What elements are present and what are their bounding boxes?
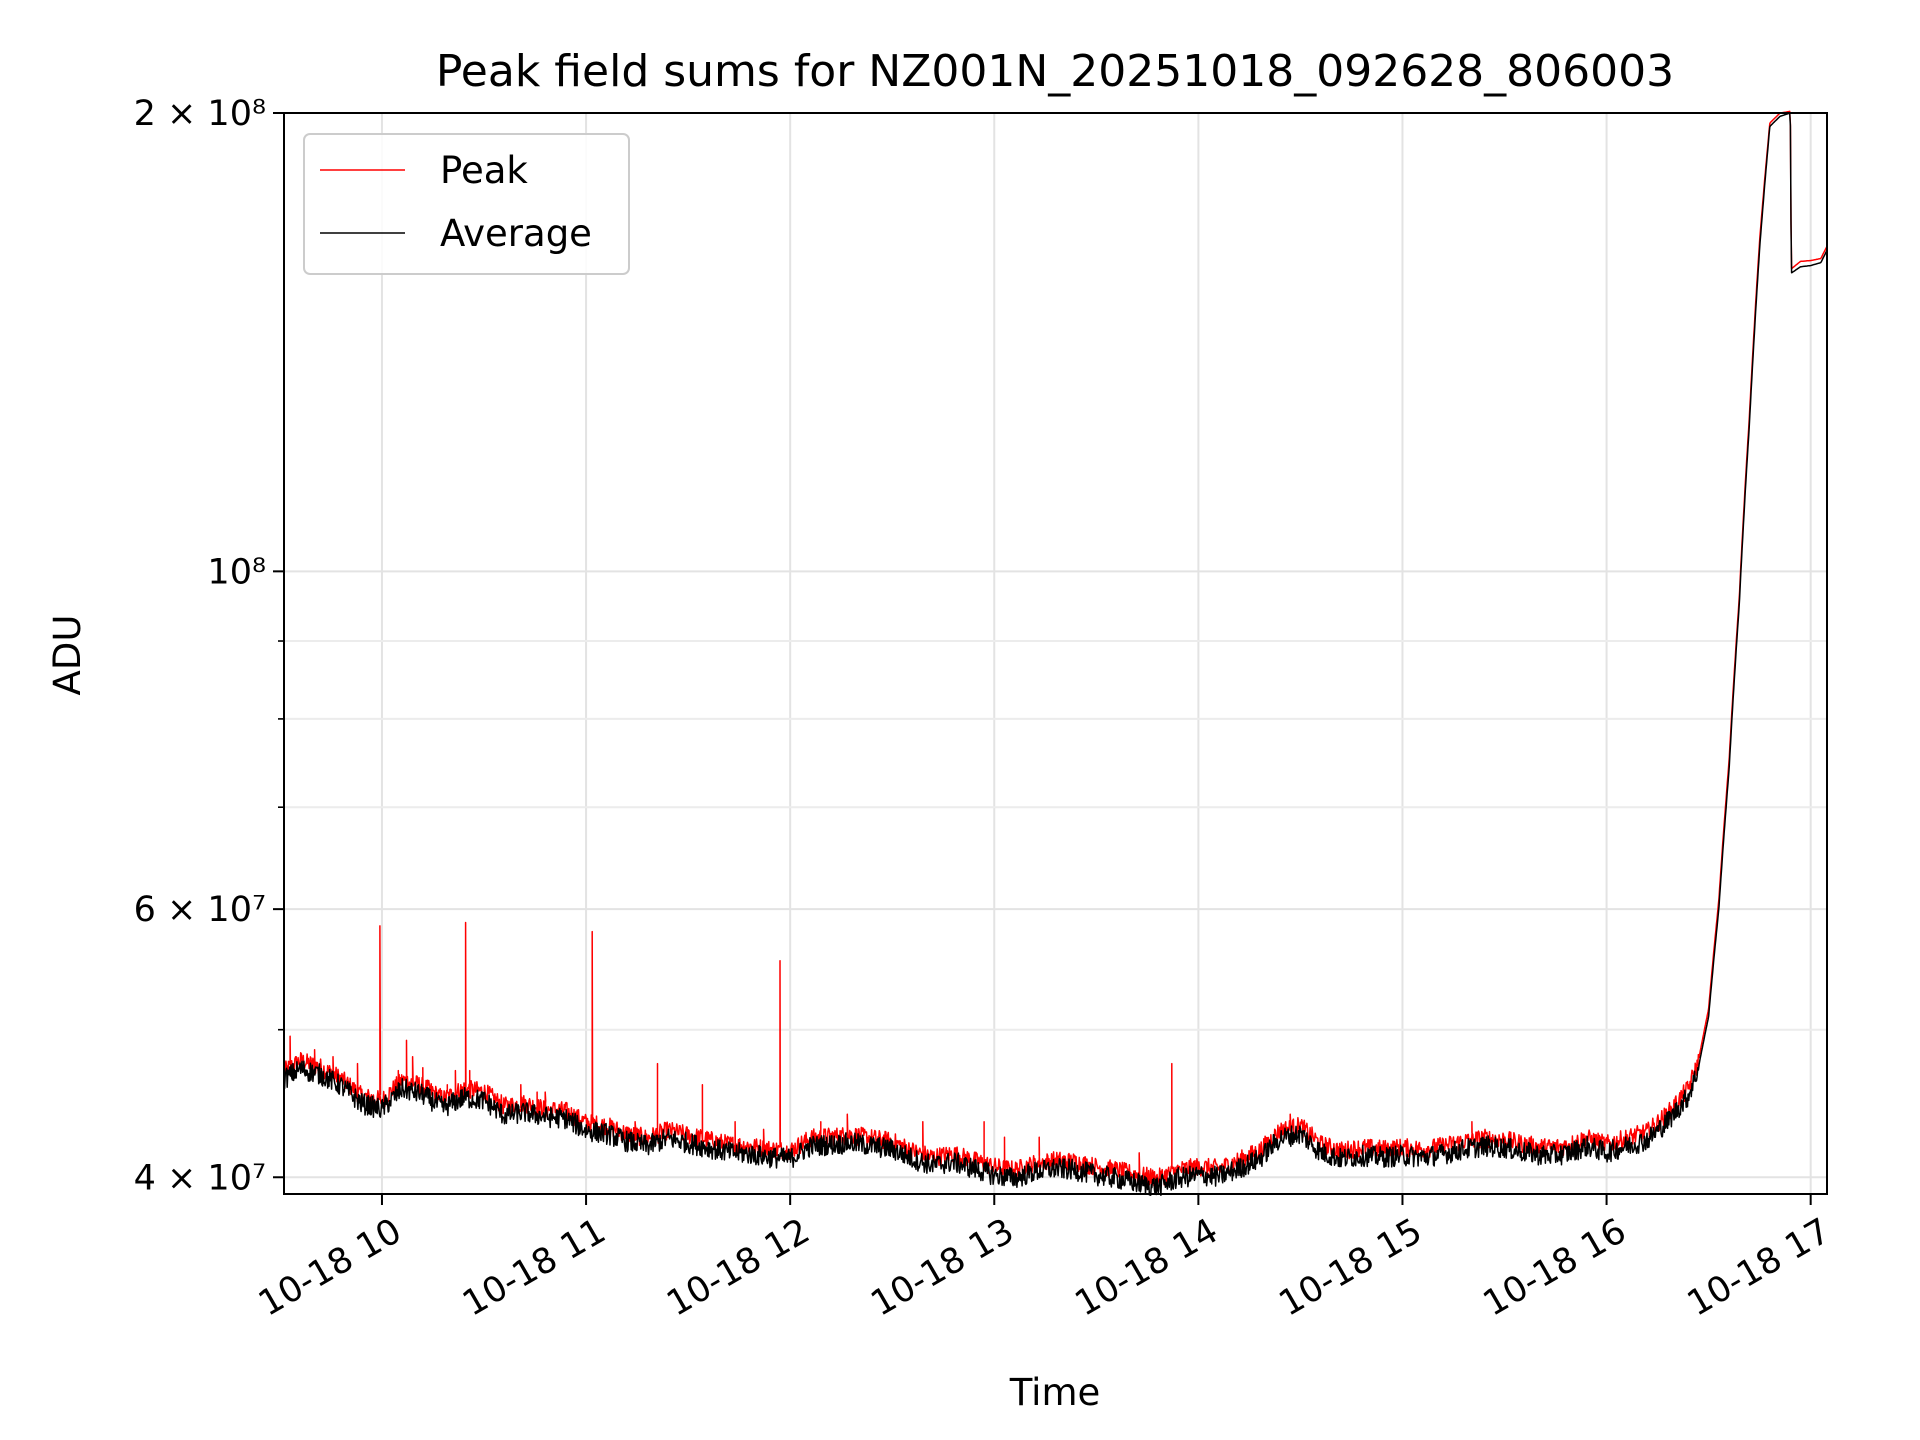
legend-peak-label: Peak	[440, 149, 528, 192]
series-layer	[283, 110, 1828, 1197]
legend: Peak Average	[303, 133, 630, 275]
y-axis-title: ADU	[46, 615, 89, 696]
average-series-line	[283, 112, 1828, 1197]
peak-series-line	[283, 110, 1828, 1187]
y-tick-label: 6 × 10⁷	[134, 890, 266, 930]
legend-box	[303, 133, 630, 275]
legend-average-label: Average	[440, 212, 592, 255]
plot-frame	[283, 112, 1828, 1195]
chart-title: Peak field sums for NZ001N_20251018_0926…	[436, 46, 1674, 97]
y-tick-label: 4 × 10⁷	[134, 1158, 266, 1198]
y-tick-label: 2 × 10⁸	[134, 94, 266, 134]
y-tick-label: 10⁸	[207, 552, 266, 592]
x-axis-title: Time	[1009, 1371, 1101, 1414]
